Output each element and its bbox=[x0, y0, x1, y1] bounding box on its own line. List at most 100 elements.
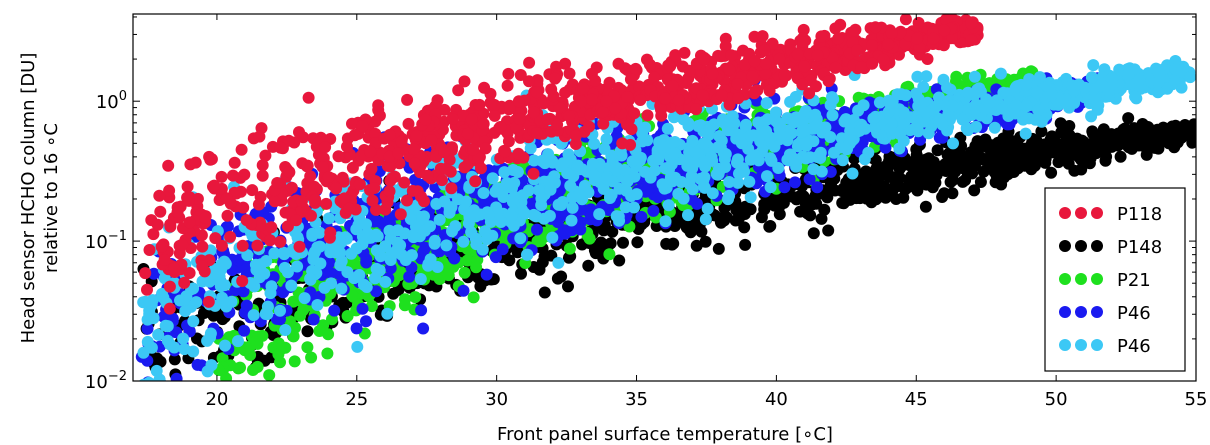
data-point bbox=[387, 287, 400, 300]
data-point bbox=[391, 224, 404, 237]
data-point bbox=[250, 263, 263, 276]
data-point bbox=[730, 199, 743, 212]
data-point bbox=[933, 131, 946, 144]
data-point bbox=[621, 175, 634, 188]
data-point bbox=[467, 291, 480, 304]
data-point bbox=[1128, 124, 1141, 137]
data-point bbox=[515, 267, 527, 280]
data-point bbox=[804, 209, 817, 222]
data-point bbox=[974, 176, 987, 188]
data-point bbox=[841, 191, 854, 204]
data-point bbox=[778, 181, 791, 194]
data-point bbox=[761, 170, 773, 183]
data-point bbox=[904, 124, 916, 137]
data-point bbox=[566, 201, 579, 214]
data-point bbox=[729, 214, 742, 227]
data-point bbox=[996, 140, 1009, 153]
data-point bbox=[603, 248, 616, 261]
data-point bbox=[722, 193, 734, 206]
data-point bbox=[518, 207, 531, 220]
data-point bbox=[705, 151, 718, 163]
data-point bbox=[668, 111, 680, 124]
data-point bbox=[653, 136, 666, 149]
data-point bbox=[922, 152, 935, 165]
data-point bbox=[251, 360, 264, 373]
data-point bbox=[216, 352, 229, 365]
data-point bbox=[504, 179, 517, 192]
data-point bbox=[238, 168, 251, 181]
data-point bbox=[268, 195, 281, 208]
data-point bbox=[811, 181, 824, 194]
data-point bbox=[267, 271, 280, 284]
data-point bbox=[1100, 150, 1113, 163]
data-point bbox=[667, 237, 680, 250]
data-point bbox=[1068, 164, 1081, 177]
data-point bbox=[860, 192, 873, 205]
data-point bbox=[1090, 136, 1102, 149]
data-point bbox=[678, 46, 691, 59]
data-point bbox=[161, 334, 174, 347]
data-point bbox=[826, 109, 839, 122]
data-point bbox=[890, 193, 903, 205]
data-point bbox=[652, 191, 665, 204]
data-point bbox=[141, 322, 154, 335]
data-point bbox=[887, 171, 900, 184]
data-point bbox=[815, 212, 828, 225]
data-point bbox=[360, 253, 373, 266]
data-point bbox=[301, 325, 314, 338]
data-point bbox=[630, 188, 643, 201]
data-point bbox=[647, 204, 660, 217]
data-point bbox=[551, 118, 564, 131]
data-point bbox=[405, 249, 418, 262]
data-point bbox=[937, 73, 950, 86]
data-point bbox=[463, 211, 476, 224]
data-point bbox=[505, 209, 518, 222]
data-point bbox=[686, 134, 699, 147]
data-point bbox=[883, 97, 896, 109]
data-point bbox=[692, 120, 705, 132]
data-point bbox=[828, 146, 840, 159]
data-point bbox=[469, 175, 482, 188]
data-point bbox=[403, 270, 416, 283]
data-point bbox=[274, 235, 287, 248]
data-point bbox=[633, 154, 646, 167]
data-point bbox=[507, 219, 520, 232]
data-point bbox=[569, 138, 582, 150]
data-point bbox=[665, 158, 678, 171]
data-point bbox=[764, 220, 777, 232]
data-point bbox=[1119, 125, 1132, 138]
data-point bbox=[956, 113, 969, 126]
data-point bbox=[1019, 127, 1032, 140]
data-point bbox=[970, 120, 983, 133]
data-point bbox=[739, 120, 752, 133]
data-point bbox=[181, 180, 194, 193]
data-point bbox=[274, 304, 286, 317]
data-point bbox=[798, 124, 811, 137]
data-point bbox=[838, 115, 851, 128]
data-point bbox=[910, 87, 923, 100]
data-point bbox=[227, 169, 239, 182]
data-point bbox=[902, 173, 915, 186]
data-point bbox=[1046, 137, 1059, 150]
data-point bbox=[899, 14, 912, 26]
data-point bbox=[605, 149, 618, 162]
data-point bbox=[174, 294, 186, 307]
data-point bbox=[183, 267, 196, 279]
data-point bbox=[712, 168, 725, 180]
data-point bbox=[1010, 99, 1023, 112]
data-point bbox=[234, 361, 246, 374]
data-point bbox=[856, 173, 869, 185]
data-point bbox=[268, 247, 281, 260]
data-point bbox=[784, 95, 797, 108]
data-point bbox=[168, 353, 181, 366]
data-point bbox=[897, 106, 910, 119]
data-point bbox=[803, 173, 816, 186]
data-point bbox=[620, 184, 633, 197]
data-point bbox=[305, 351, 318, 364]
data-point bbox=[1114, 150, 1127, 163]
data-point bbox=[760, 97, 773, 110]
data-point bbox=[337, 296, 349, 309]
data-point bbox=[699, 213, 712, 226]
data-point bbox=[216, 291, 228, 304]
data-point bbox=[1020, 100, 1033, 113]
